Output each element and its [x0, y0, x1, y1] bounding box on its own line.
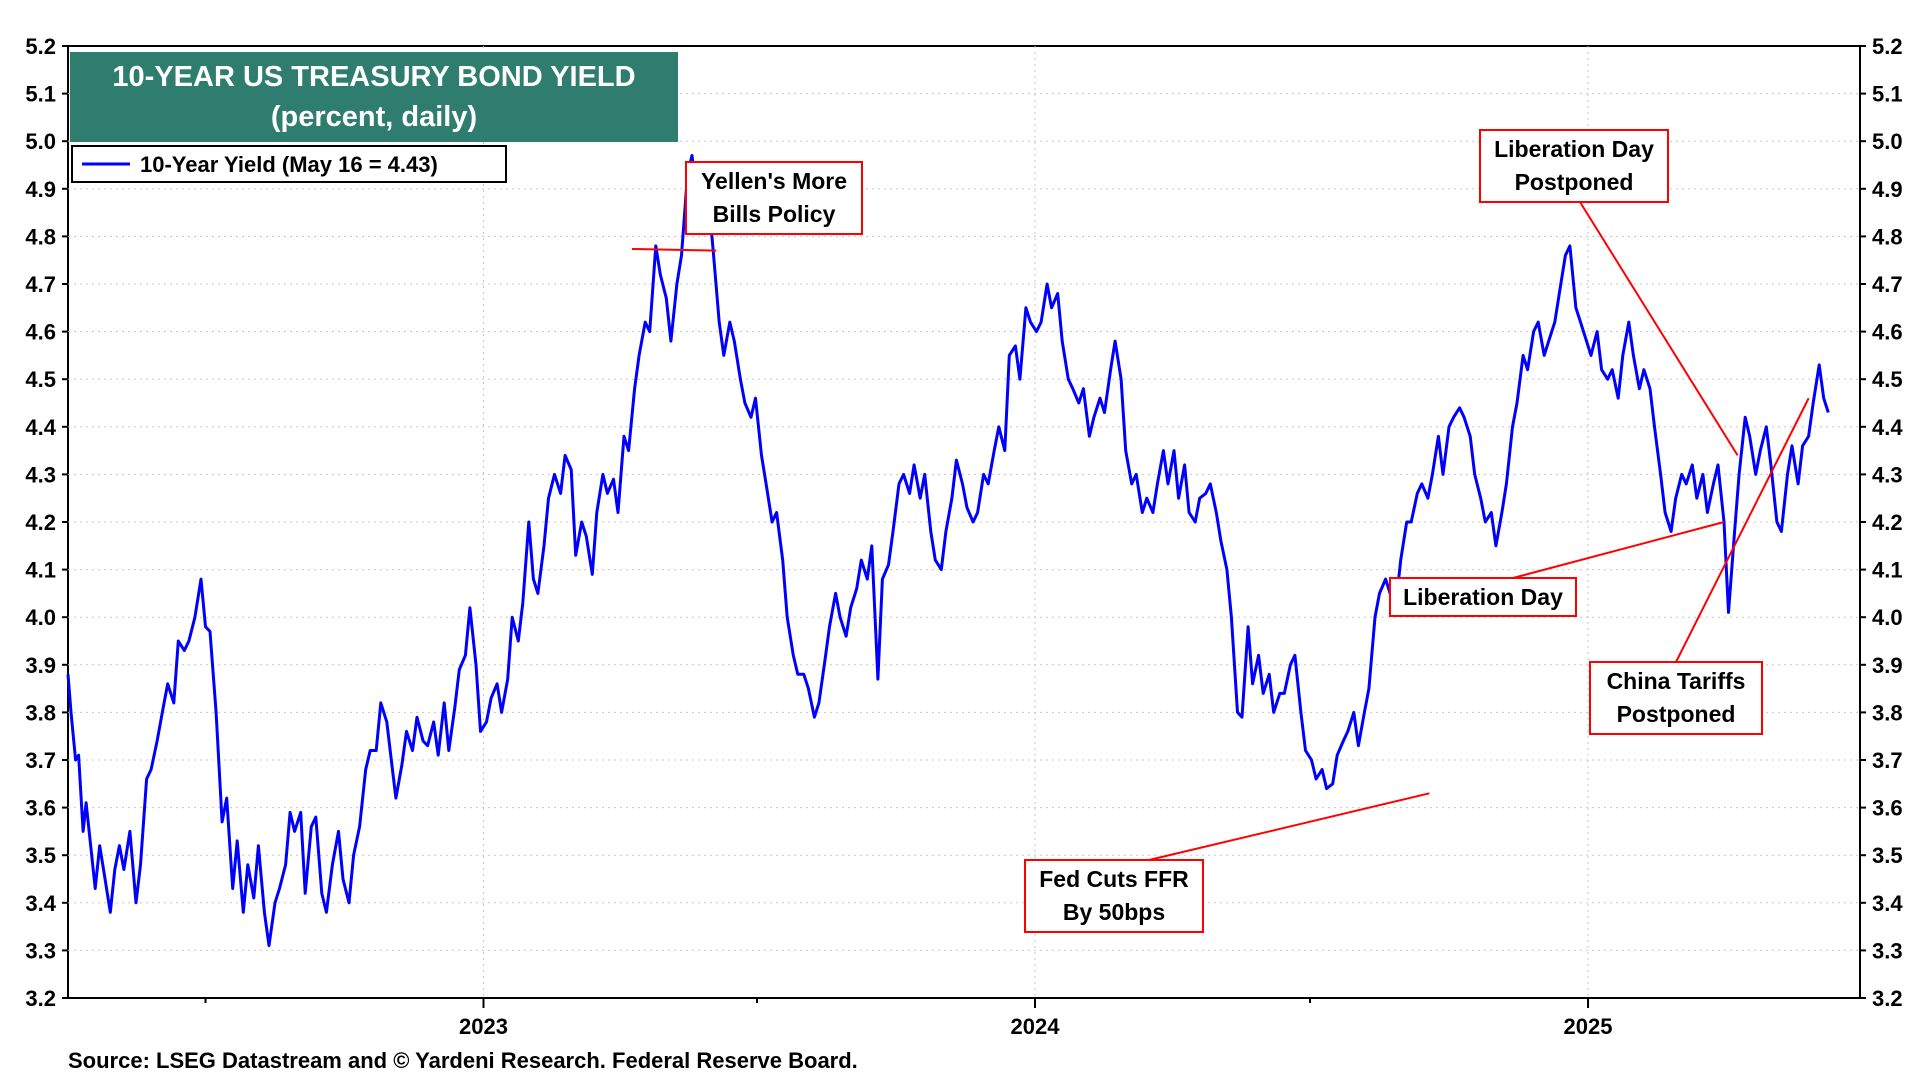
- y-tick-label-left: 3.7: [25, 748, 56, 773]
- annotation-box: [685, 161, 863, 235]
- y-tick-label-right: 4.9: [1872, 177, 1903, 202]
- annotation-text: Liberation Day: [1494, 136, 1654, 162]
- y-tick-label-right: 4.5: [1872, 367, 1903, 392]
- chart-title: 10-YEAR US TREASURY BOND YIELD: [112, 61, 635, 93]
- y-tick-label-right: 4.6: [1872, 320, 1903, 345]
- y-tick-label-left: 3.5: [25, 843, 56, 868]
- y-tick-label-right: 3.7: [1872, 748, 1903, 773]
- y-tick-label-left: 4.0: [25, 605, 56, 630]
- y-tick-label-left: 4.2: [25, 510, 56, 535]
- annotation-text: Postponed: [1515, 169, 1634, 195]
- y-tick-label-left: 3.9: [25, 653, 56, 678]
- y-tick-label-right: 3.9: [1872, 653, 1903, 678]
- y-tick-label-left: 4.5: [25, 367, 56, 392]
- y-tick-label-left: 3.8: [25, 700, 56, 725]
- annotation-leader: [1512, 521, 1725, 579]
- chart-subtitle: (percent, daily): [271, 101, 477, 133]
- y-tick-label-left: 3.2: [25, 986, 56, 1011]
- y-tick-label-right: 3.6: [1872, 796, 1903, 821]
- y-tick-label-right: 5.0: [1872, 129, 1903, 154]
- y-axis-right: 3.2 3.3 3.4 3.5 3.6 3.7 3.8 3.9 4.0 4.1 4.2 4.3 4.4 4…: [1860, 34, 1903, 1011]
- annotation-box: [1389, 577, 1577, 617]
- series-line-10-year-yield: [66, 154, 1830, 948]
- annotation-text: Liberation Day: [1403, 584, 1563, 610]
- annotation-text: Yellen's More: [701, 168, 847, 194]
- y-tick-label-right: 4.3: [1872, 462, 1903, 487]
- annotation-leader: [1675, 397, 1810, 663]
- annotation-text: Bills Policy: [713, 201, 836, 227]
- y-tick-label-right: 4.0: [1872, 605, 1903, 630]
- annotation-leader: [1148, 792, 1430, 861]
- y-axis-left: 3.2 3.3 3.4 3.5 3.6 3.7 3.8 3.9 4.0 4.1 4.2 4.3 4.4 4…: [25, 34, 68, 1011]
- x-tick-label: 2025: [1564, 1014, 1613, 1039]
- legend: 10-Year Yield (May 16 = 4.43): [71, 145, 507, 183]
- annotation-leader: [1579, 201, 1739, 456]
- y-tick-label-left: 3.4: [25, 891, 56, 916]
- y-tick-label-left: 4.8: [25, 224, 56, 249]
- annotation-text: China Tariffs: [1607, 668, 1746, 694]
- x-tick-label: 2023: [459, 1014, 508, 1039]
- annotation-box: [1024, 859, 1204, 933]
- y-tick-label-left: 4.7: [25, 272, 56, 297]
- y-tick-label-left: 5.1: [25, 82, 56, 107]
- source-note: Source: LSEG Datastream and © Yardeni Re…: [68, 1048, 858, 1073]
- y-tick-label-left: 5.2: [25, 34, 56, 59]
- annotations: Yellen's More Bills Policy Liberation Day P…: [631, 129, 1810, 933]
- annotation-text: Fed Cuts FFR: [1039, 866, 1189, 892]
- y-tick-label-left: 4.6: [25, 320, 56, 345]
- y-tick-label-right: 5.1: [1872, 82, 1903, 107]
- annotation-box: [1479, 129, 1669, 203]
- y-tick-label-left: 4.1: [25, 558, 56, 583]
- y-tick-label-right: 4.4: [1872, 415, 1903, 440]
- y-tick-label-left: 5.0: [25, 129, 56, 154]
- y-tick-label-left: 3.6: [25, 796, 56, 821]
- y-tick-label-left: 3.3: [25, 938, 56, 963]
- title-box: 10-YEAR US TREASURY BOND YIELD (percent,…: [70, 52, 678, 142]
- annotation-text: By 50bps: [1063, 899, 1165, 925]
- y-tick-label-right: 3.5: [1872, 843, 1903, 868]
- y-tick-label-right: 4.8: [1872, 224, 1903, 249]
- annotation-box: [1589, 661, 1763, 735]
- y-tick-label-right: 5.2: [1872, 34, 1903, 59]
- y-tick-label-right: 3.2: [1872, 986, 1903, 1011]
- annotation-text: Postponed: [1617, 701, 1736, 727]
- y-tick-label-right: 4.2: [1872, 510, 1903, 535]
- x-tick-label: 2024: [1011, 1014, 1061, 1039]
- y-tick-label-right: 3.8: [1872, 700, 1903, 725]
- y-tick-label-left: 4.4: [25, 415, 56, 440]
- y-tick-label-right: 3.4: [1872, 891, 1903, 916]
- legend-label: 10-Year Yield (May 16 = 4.43): [140, 152, 438, 177]
- annotation-leader: [631, 248, 717, 252]
- y-tick-label-left: 4.9: [25, 177, 56, 202]
- y-tick-label-right: 4.7: [1872, 272, 1903, 297]
- y-tick-label-right: 4.1: [1872, 558, 1903, 583]
- gridlines: [68, 46, 1860, 998]
- x-axis: 2023 2024 2025: [204, 998, 1613, 1039]
- y-tick-label-right: 3.3: [1872, 938, 1903, 963]
- y-tick-label-left: 4.3: [25, 462, 56, 487]
